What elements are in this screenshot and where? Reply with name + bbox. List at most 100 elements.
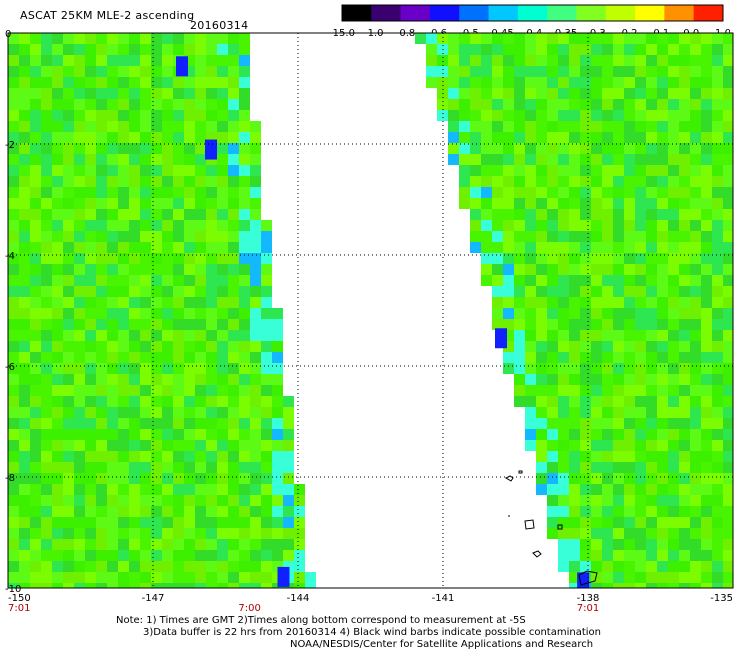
swath-cell [701,121,712,132]
swath-cell [569,396,580,407]
swath-cell [206,33,217,44]
swath-cell [525,33,536,44]
swath-cell [657,385,668,396]
swath-cell [217,495,228,506]
swath-cell [195,495,206,506]
swath-cell [41,44,52,55]
swath-cell [85,473,96,484]
swath-cell [162,396,173,407]
swath-cell [151,495,162,506]
swath-cell [272,319,283,330]
swath-cell [613,264,624,275]
swath-cell [272,374,283,385]
swath-cell [239,132,250,143]
swath-cell [217,517,228,528]
swath-cell [602,198,613,209]
swath-cell [85,165,96,176]
swath-cell [646,220,657,231]
swath-cell [184,561,195,572]
swath-cell [613,440,624,451]
swath-cell [668,374,679,385]
swath-cell [173,583,184,588]
swath-cell [437,110,448,121]
swath-cell [107,44,118,55]
swath-cell [239,286,250,297]
swath-cell [613,451,624,462]
y-tick-label: -2 [5,140,15,151]
swath-cell [635,561,646,572]
swath-cell [536,66,547,77]
swath-cell [503,187,514,198]
swath-cell [569,187,580,198]
swath-cell [701,539,712,550]
swath-cell [712,66,723,77]
swath-cell [41,517,52,528]
swath-cell [547,165,558,176]
swath-cell [261,528,272,539]
swath-cell [712,407,723,418]
swath-cell [514,143,525,154]
swath-cell [558,330,569,341]
swath-cell [525,132,536,143]
swath-cell [591,495,602,506]
swath-cell [668,572,679,583]
swath-cell [118,352,129,363]
swath-cell [514,209,525,220]
swath-cell [701,286,712,297]
swath-cell [470,231,481,242]
swath-cell [8,110,19,121]
swath-cell [8,165,19,176]
swath-cell [613,374,624,385]
swath-cell [679,187,690,198]
swath-cell [294,583,305,588]
swath-cell [481,220,492,231]
swath-cell [118,561,129,572]
swath-cell [85,561,96,572]
swath-cell [250,297,261,308]
swath-cell [184,187,195,198]
swath-cell [591,143,602,154]
swath-cell [690,88,701,99]
swath-cell [176,56,188,77]
swath-cell [162,407,173,418]
swath-cell [184,429,195,440]
swath-cell [151,583,162,588]
swath-cell [514,176,525,187]
swath-cell [162,242,173,253]
swath-cell [8,44,19,55]
swath-cell [624,99,635,110]
swath-cell [635,88,646,99]
swath-cell [723,319,733,330]
swath-cell [41,143,52,154]
swath-cell [63,253,74,264]
swath-cell [162,539,173,550]
swath-cell [96,341,107,352]
swath-cell [162,209,173,220]
swath-cell [140,154,151,165]
swath-cell [85,550,96,561]
swath-cell [525,165,536,176]
swath-cell [657,528,668,539]
swath-cell [8,99,19,110]
swath-cell [613,561,624,572]
swath-cell [96,550,107,561]
swath-cell [503,286,514,297]
swath-cell [492,253,503,264]
swath-cell [646,561,657,572]
swath-cell [624,143,635,154]
swath-cell [151,99,162,110]
swath-cell [250,264,261,275]
swath-cell [679,297,690,308]
swath-cell [107,264,118,275]
y-tick-label: 0 [5,29,11,40]
swath-cell [151,396,162,407]
swath-cell [250,176,261,187]
swath-cell [52,517,63,528]
swath-cell [294,550,305,561]
swath-cell [41,473,52,484]
swath-cell [250,341,261,352]
swath-cell [107,396,118,407]
swath-cell [635,198,646,209]
swath-cell [250,363,261,374]
swath-cell [613,198,624,209]
